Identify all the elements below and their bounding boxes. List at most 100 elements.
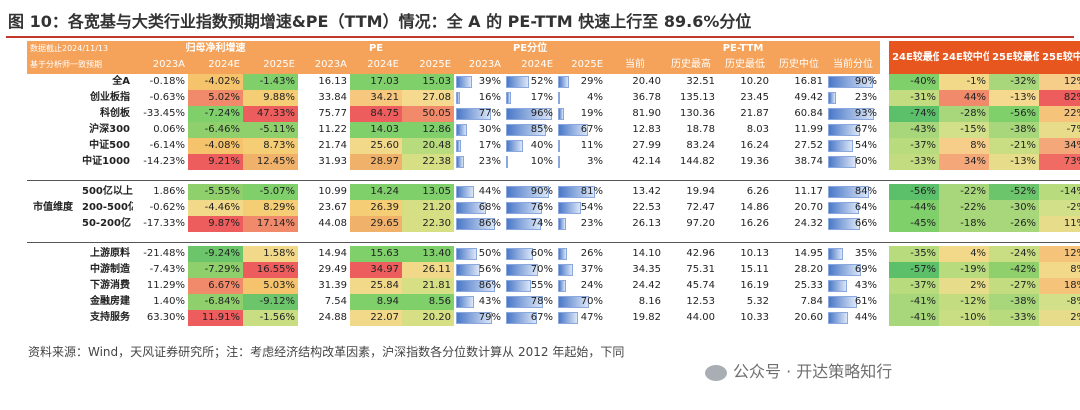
- cell-q23: 86%: [454, 216, 504, 232]
- col-pe-2023a: 2023A: [298, 56, 351, 74]
- cell-hi: 44.00: [686, 312, 716, 323]
- row-name: 全A: [112, 76, 131, 87]
- col-25e-vs-low: 25E较最低: [989, 41, 1040, 74]
- cell-q25: 3%: [556, 154, 606, 170]
- cell-med: 20.60: [794, 312, 824, 323]
- cell-w4: 12%: [1039, 74, 1080, 90]
- row-name: 沪深300: [89, 124, 131, 135]
- percentile-bar: [558, 76, 569, 88]
- percentile-value: 67%: [530, 312, 554, 323]
- cell-q24: 60%: [504, 246, 556, 262]
- cell-pct: 35%: [826, 246, 880, 262]
- percentile-bar: [506, 248, 534, 260]
- cell-w4: -8%: [1039, 294, 1080, 310]
- cell-w4: 11%: [1039, 216, 1080, 232]
- cell-pe24: 17.03: [350, 74, 403, 90]
- cell-pe24: 15.63: [350, 246, 403, 262]
- source-note: 资料来源：Wind，天风证券研究所；注：考虑经济结构改革因素，沪深指数各分位数计…: [28, 345, 625, 359]
- percentile-value: 19%: [580, 108, 604, 119]
- col-pct-2024e: 2024E: [504, 56, 557, 74]
- cell-q25: 23%: [556, 216, 606, 232]
- group-spacer: [27, 170, 1080, 180]
- cell-lo: 5.32: [746, 296, 770, 307]
- percentile-value: 24%: [580, 280, 604, 291]
- cell-lo: 19.36: [740, 156, 770, 167]
- col-profit-2023a: 2023A: [133, 56, 189, 74]
- percentile-bar: [558, 312, 578, 324]
- percentile-value: 67%: [580, 124, 604, 135]
- cell-pe25: 27.08: [402, 90, 455, 106]
- percentile-bar: [456, 280, 496, 292]
- percentile-value: 77%: [478, 108, 502, 119]
- percentile-bar: [558, 248, 568, 260]
- cell-pct: 54%: [826, 138, 880, 154]
- percentile-bar: [506, 296, 543, 308]
- cell-pe23: 29.49: [318, 264, 348, 275]
- cell-w2: 2%: [939, 278, 990, 294]
- percentile-bar: [828, 124, 861, 136]
- cell-cur: 19.82: [632, 312, 662, 323]
- cell-w4: 18%: [1039, 278, 1080, 294]
- percentile-bar: [506, 218, 541, 230]
- cell-pe24: 25.84: [350, 278, 403, 294]
- percentile-bar: [456, 124, 468, 136]
- percentile-bar: [828, 76, 873, 88]
- cell-pe25: 12.86: [402, 122, 455, 138]
- col-ttm-high: 历史最高: [664, 56, 719, 74]
- percentile-value: 39%: [478, 76, 502, 87]
- cell-lo: 15.11: [740, 264, 770, 275]
- cell-pe24: 22.07: [350, 310, 403, 326]
- cell-med: 27.52: [794, 140, 824, 151]
- cell-w2: -1%: [939, 74, 990, 90]
- cell-w3: -52%: [989, 184, 1040, 200]
- cell-q24: 52%: [504, 74, 556, 90]
- cell-q23: 56%: [454, 262, 504, 278]
- percentile-bar: [828, 218, 860, 230]
- cell-w2: -22%: [939, 184, 990, 200]
- watermark-text: 公众号 · 开达策略知行: [733, 362, 893, 381]
- percentile-value: 23%: [580, 218, 604, 229]
- cell-cur: 24.42: [632, 280, 662, 291]
- percentile-bar: [506, 312, 537, 324]
- cell-pe23: 11.22: [318, 124, 348, 135]
- percentile-value: 43%: [854, 280, 878, 291]
- cell-p23: 11.29%: [146, 280, 186, 291]
- cell-pe23: 21.74: [318, 140, 348, 151]
- percentile-bar: [558, 280, 567, 292]
- percentile-bar: [456, 76, 472, 88]
- table-row: 下游消费 11.29% 6.67% 5.03% 31.39 25.84 21.81 86% 55…: [27, 278, 1080, 294]
- percentile-value: 68%: [478, 202, 502, 213]
- cell-w1: -35%: [889, 246, 940, 262]
- cell-pe24: 84.75: [350, 106, 403, 122]
- percentile-value: 70%: [580, 296, 604, 307]
- percentile-value: 84%: [854, 186, 878, 197]
- percentile-value: 44%: [478, 186, 502, 197]
- row-name: 创业板指: [90, 92, 131, 103]
- cell-w3: -13%: [989, 90, 1040, 106]
- table-row: 50-200亿 -17.33% 9.87% 17.14% 44.08 29.65 22.30…: [27, 216, 1080, 232]
- group-pe-pct: PE分位: [454, 41, 607, 56]
- cell-pe25: 8.56: [402, 294, 455, 310]
- cell-pct: 93%: [826, 106, 880, 122]
- cell-pe25: 13.40: [402, 246, 455, 262]
- cell-p24: -9.24%: [188, 246, 244, 262]
- table-row: 创业板指 -0.63% 5.02% 9.88% 33.84 34.21 27.08 16% 17…: [27, 90, 1080, 106]
- percentile-value: 93%: [854, 108, 878, 119]
- percentile-value: 23%: [854, 92, 878, 103]
- col-ttm-pct: 当前分位: [826, 56, 881, 74]
- figure-title: 图 10：各宽基与大类行业指数预期增速&PE（TTM）情况：全 A 的 PE-T…: [8, 12, 752, 31]
- cell-pct: 90%: [826, 74, 880, 90]
- cell-hi: 32.51: [686, 76, 716, 87]
- percentile-value: 3%: [587, 156, 604, 167]
- col-24e-vs-median: 24E较中位: [939, 41, 990, 74]
- cell-lo: 16.26: [740, 218, 770, 229]
- percentile-value: 54%: [854, 140, 878, 151]
- percentile-bar: [456, 264, 481, 276]
- cell-p25: 47.33%: [243, 106, 299, 122]
- cell-med: 24.32: [794, 218, 824, 229]
- cell-w3: -38%: [989, 294, 1040, 310]
- cell-w1: -74%: [889, 106, 940, 122]
- cell-hi: 75.31: [686, 264, 716, 275]
- percentile-value: 4%: [587, 92, 604, 103]
- cell-hi: 19.94: [686, 186, 716, 197]
